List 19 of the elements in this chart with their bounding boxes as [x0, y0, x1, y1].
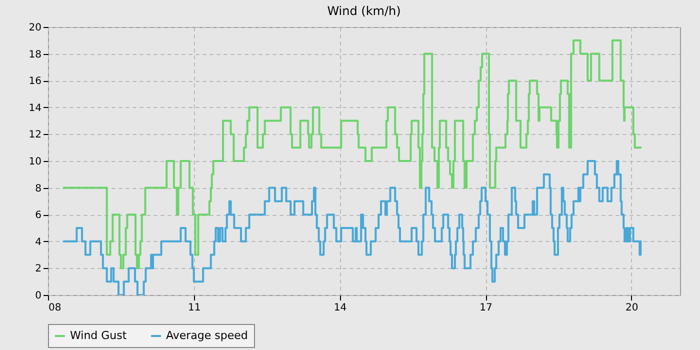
x-tick-label: 11 — [188, 302, 201, 314]
x-tick-label: 08 — [48, 302, 62, 314]
x-tick-label: 20 — [626, 302, 638, 314]
x-tick-label: 14 — [334, 302, 347, 314]
legend-label: Average speed — [166, 329, 248, 342]
y-tick-label: 2 — [35, 264, 42, 275]
y-tick-label: 8 — [35, 183, 42, 194]
y-tick-label: 4 — [35, 236, 42, 248]
y-tick-label: 18 — [28, 49, 42, 60]
y-tick-label: 20 — [28, 22, 42, 34]
legend-label: Wind Gust — [70, 329, 128, 342]
y-tick-label: 12 — [28, 130, 42, 141]
x-tick-label: 17 — [480, 302, 492, 314]
y-tick-label: 10 — [28, 156, 42, 168]
y-tick-label: 0 — [35, 290, 42, 302]
chart-title: Wind (km/h) — [327, 4, 401, 18]
y-tick-label: 16 — [28, 76, 42, 88]
y-tick-label: 14 — [28, 102, 42, 114]
y-tick-label: 6 — [35, 210, 42, 222]
